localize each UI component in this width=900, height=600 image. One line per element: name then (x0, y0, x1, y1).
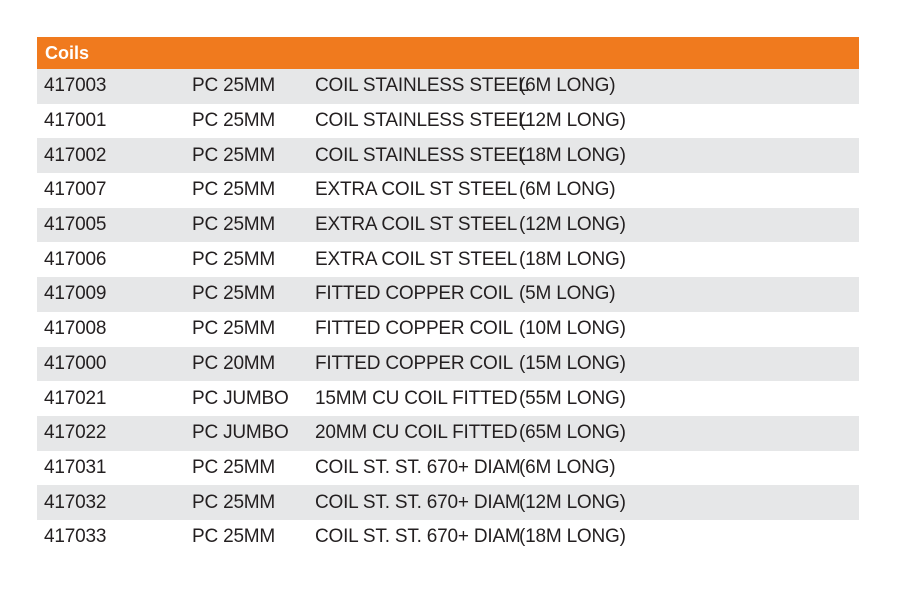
product-description: COIL ST. ST. 670+ DIAM (315, 491, 521, 513)
product-description: COIL ST. ST. 670+ DIAM (315, 456, 521, 478)
table-header: Coils (37, 37, 859, 69)
product-code: 417031 (44, 456, 107, 478)
product-size: PC 25MM (192, 456, 276, 478)
product-size: PC 25MM (192, 179, 276, 201)
product-code: 417022 (44, 422, 107, 444)
product-code: 417006 (44, 248, 107, 270)
product-size: PC 25MM (192, 75, 276, 97)
product-length: (10M LONG) (519, 318, 626, 340)
product-size: PC 25MM (192, 110, 276, 132)
product-size: PC 20MM (192, 352, 276, 374)
product-description: EXTRA COIL ST STEEL (315, 179, 518, 201)
table-row: 417002 PC 25MM COIL STAINLESS STEEL (18M… (37, 138, 859, 174)
product-description: COIL STAINLESS STEEL (315, 75, 529, 97)
product-code: 417003 (44, 75, 107, 97)
table-row: 417021 PC JUMBO 15MM CU COIL FITTED (55M… (37, 381, 859, 416)
product-code: 417007 (44, 179, 107, 201)
product-size: PC 25MM (192, 214, 276, 236)
product-description: 15MM CU COIL FITTED (315, 387, 518, 409)
product-length: (55M LONG) (519, 387, 626, 409)
table-row: 417001 PC 25MM COIL STAINLESS STEEL (12M… (37, 104, 859, 139)
table-row: 417005 PC 25MM EXTRA COIL ST STEEL (12M … (37, 207, 859, 243)
product-size: PC 25MM (192, 491, 276, 513)
product-length: (6M LONG) (519, 179, 616, 201)
product-description: FITTED COPPER COIL (315, 318, 514, 340)
product-length: (5M LONG) (519, 283, 616, 305)
product-size: PC JUMBO (192, 387, 289, 409)
product-length: (18M LONG) (519, 526, 626, 548)
product-length: (12M LONG) (519, 110, 626, 132)
product-size: PC 25MM (192, 526, 276, 548)
product-code: 417005 (44, 214, 107, 236)
product-code: 417008 (44, 318, 107, 340)
product-length: (6M LONG) (519, 75, 616, 97)
product-length: (12M LONG) (519, 214, 626, 236)
product-description: EXTRA COIL ST STEEL (315, 248, 518, 270)
table-row: 417007 PC 25MM EXTRA COIL ST STEEL (6M L… (37, 173, 859, 208)
product-description: FITTED COPPER COIL (315, 352, 514, 374)
table-row: 417031 PC 25MM COIL ST. ST. 670+ DIAM (6… (37, 451, 859, 486)
table-row: 417022 PC JUMBO 20MM CU COIL FITTED (65M… (37, 415, 859, 451)
table-row: 417003 PC 25MM COIL STAINLESS STEEL (6M … (37, 69, 859, 104)
product-description: COIL ST. ST. 670+ DIAM (315, 526, 521, 548)
product-description: EXTRA COIL ST STEEL (315, 214, 518, 236)
product-length: (18M LONG) (519, 144, 626, 166)
product-code: 417021 (44, 387, 107, 409)
product-size: PC JUMBO (192, 422, 289, 444)
product-length: (15M LONG) (519, 352, 626, 374)
table-row: 417006 PC 25MM EXTRA COIL ST STEEL (18M … (37, 242, 859, 277)
product-size: PC 25MM (192, 283, 276, 305)
table-row: 417009 PC 25MM FITTED COPPER COIL (5M LO… (37, 277, 859, 312)
product-size: PC 25MM (192, 248, 276, 270)
table-row: 417032 PC 25MM COIL ST. ST. 670+ DIAM (1… (37, 485, 859, 520)
product-code: 417002 (44, 144, 107, 166)
product-code: 417033 (44, 526, 107, 548)
product-description: 20MM CU COIL FITTED (315, 422, 518, 444)
product-code: 417001 (44, 110, 107, 132)
product-description: FITTED COPPER COIL (315, 283, 514, 305)
table-body: 417003 PC 25MM COIL STAINLESS STEEL (6M … (37, 69, 859, 555)
product-length: (18M LONG) (519, 248, 626, 270)
product-length: (65M LONG) (519, 422, 626, 444)
product-code: 417000 (44, 352, 107, 374)
table-row: 417000 PC 20MM FITTED COPPER COIL (15M L… (37, 346, 859, 382)
product-size: PC 25MM (192, 144, 276, 166)
product-length: (12M LONG) (519, 491, 626, 513)
table-row: 417033 PC 25MM COIL ST. ST. 670+ DIAM (1… (37, 520, 859, 555)
product-code: 417009 (44, 283, 107, 305)
product-length: (6M LONG) (519, 456, 616, 478)
product-code: 417032 (44, 491, 107, 513)
product-description: COIL STAINLESS STEEL (315, 110, 529, 132)
product-description: COIL STAINLESS STEEL (315, 144, 529, 166)
section-title: Coils (45, 42, 90, 63)
coils-table: Coils 417003 PC 25MM COIL STAINLESS STEE… (37, 37, 859, 555)
product-size: PC 25MM (192, 318, 276, 340)
table-row: 417008 PC 25MM FITTED COPPER COIL (10M L… (37, 312, 859, 347)
